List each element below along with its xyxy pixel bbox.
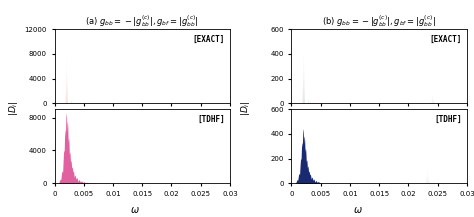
Title: (a) $g_{bb} = -|g_{bb}^{(c)}|, g_{bf} = |g_{bb}^{(c)}|$: (a) $g_{bb} = -|g_{bb}^{(c)}|, g_{bf} = … bbox=[85, 14, 199, 29]
Text: [TDHF]: [TDHF] bbox=[197, 115, 225, 123]
Title: (b) $g_{bb} = -|g_{bb}^{(c)}|, g_{bf} = |g_{bb}^{(c)}|$: (b) $g_{bb} = -|g_{bb}^{(c)}|, g_{bf} = … bbox=[322, 14, 436, 29]
Text: [EXACT]: [EXACT] bbox=[192, 35, 225, 43]
Text: $|D_i|$: $|D_i|$ bbox=[7, 101, 20, 116]
Text: [TDHF]: [TDHF] bbox=[434, 115, 462, 123]
Text: $\omega$: $\omega$ bbox=[353, 205, 363, 215]
Text: $\omega$: $\omega$ bbox=[130, 205, 140, 215]
Text: [EXACT]: [EXACT] bbox=[429, 35, 462, 43]
Text: $|D_i|$: $|D_i|$ bbox=[239, 101, 252, 116]
